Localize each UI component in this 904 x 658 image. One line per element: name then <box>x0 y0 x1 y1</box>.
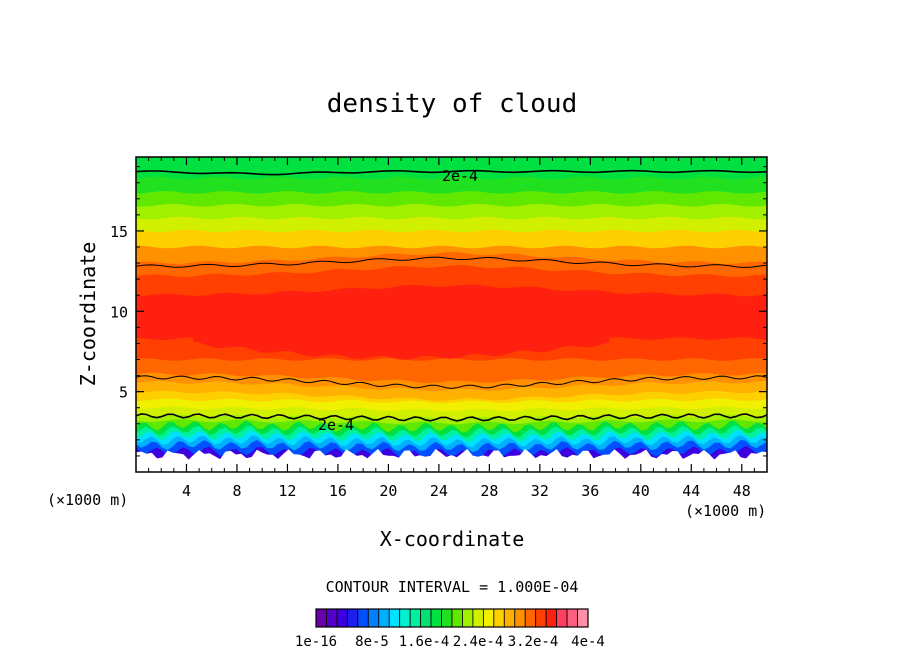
colorbar-swatch <box>472 608 484 628</box>
colorbar-swatch <box>326 608 338 628</box>
colorbar-swatch <box>357 608 369 628</box>
colorbar-swatch <box>514 608 526 628</box>
colorbar-label: 2.4e-4 <box>453 634 504 650</box>
colorbar-swatch <box>409 608 422 628</box>
colorbar-swatch <box>367 608 380 628</box>
x-axis-ticks: 4 8 12 16 20 24 28 32 36 40 44 48 <box>148 157 755 500</box>
x-axis-label: X-coordinate <box>380 527 525 551</box>
colorbar-swatch <box>524 608 537 628</box>
x-tick-label: 28 <box>480 482 498 500</box>
x-tick-label: 20 <box>379 482 397 500</box>
x-tick-label: 32 <box>531 482 549 500</box>
contour-interval-text: CONTOUR INTERVAL = 1.000E-04 <box>326 578 579 596</box>
contour-label-upper: 2e-4 <box>442 167 478 185</box>
x-tick-label: 8 <box>232 482 241 500</box>
colorbar-swatch <box>336 608 348 628</box>
x-unit-label: (×1000 m) <box>685 502 766 520</box>
x-tick-label: 48 <box>733 482 751 500</box>
y-unit-label: (×1000 m) <box>47 491 128 509</box>
colorbar-labels: 1e-16 8e-5 1.6e-4 2.4e-4 3.2e-4 4e-4 <box>295 634 605 650</box>
colorbar-swatch <box>315 608 327 628</box>
colorbar-swatch <box>493 608 505 628</box>
colorbar-swatch <box>346 608 359 628</box>
colorbar-swatch <box>451 608 463 628</box>
colorbar-swatch <box>399 608 411 628</box>
colorbar-swatch <box>482 608 495 628</box>
colorbar <box>315 608 589 628</box>
colorbar-swatch <box>535 608 547 628</box>
y-tick-label: 10 <box>110 303 128 321</box>
contour-line <box>136 256 767 268</box>
y-axis-label: Z-coordinate <box>76 242 100 387</box>
y-tick-label: 15 <box>110 223 128 241</box>
colorbar-swatch <box>388 608 401 628</box>
colorbar-label: 1e-16 <box>295 634 337 650</box>
x-tick-label: 12 <box>278 482 296 500</box>
colorbar-swatch <box>420 608 432 628</box>
contour-line <box>136 375 767 389</box>
x-tick-label: 4 <box>182 482 191 500</box>
colorbar-swatch <box>378 608 390 628</box>
x-tick-label: 44 <box>682 482 700 500</box>
contour-label-lower: 2e-4 <box>318 416 354 434</box>
contour-line <box>136 413 767 422</box>
y-axis-ticks: 5 10 15 <box>110 166 767 457</box>
contour-line <box>136 169 767 176</box>
colorbar-frame <box>315 608 589 628</box>
chart-title: density of cloud <box>327 89 577 119</box>
contour-band <box>136 448 767 472</box>
contour-lines <box>136 169 767 422</box>
colorbar-label: 8e-5 <box>355 634 389 650</box>
contour-band <box>192 299 610 360</box>
colorbar-swatch <box>556 608 568 628</box>
colorbar-swatch <box>566 608 578 628</box>
colorbar-swatch <box>577 608 589 628</box>
x-tick-label: 36 <box>581 482 599 500</box>
contour-fill <box>136 157 767 472</box>
x-tick-label: 24 <box>430 482 448 500</box>
colorbar-label: 3.2e-4 <box>508 634 559 650</box>
x-tick-label: 40 <box>632 482 650 500</box>
x-tick-label: 16 <box>329 482 347 500</box>
y-tick-label: 5 <box>119 384 128 402</box>
colorbar-swatch <box>430 608 442 628</box>
colorbar-label: 1.6e-4 <box>399 634 450 650</box>
colorbar-swatch <box>503 608 516 628</box>
colorbar-swatch <box>462 608 474 628</box>
colorbar-swatch <box>441 608 453 628</box>
colorbar-label: 4e-4 <box>571 634 605 650</box>
colorbar-swatch <box>545 608 558 628</box>
